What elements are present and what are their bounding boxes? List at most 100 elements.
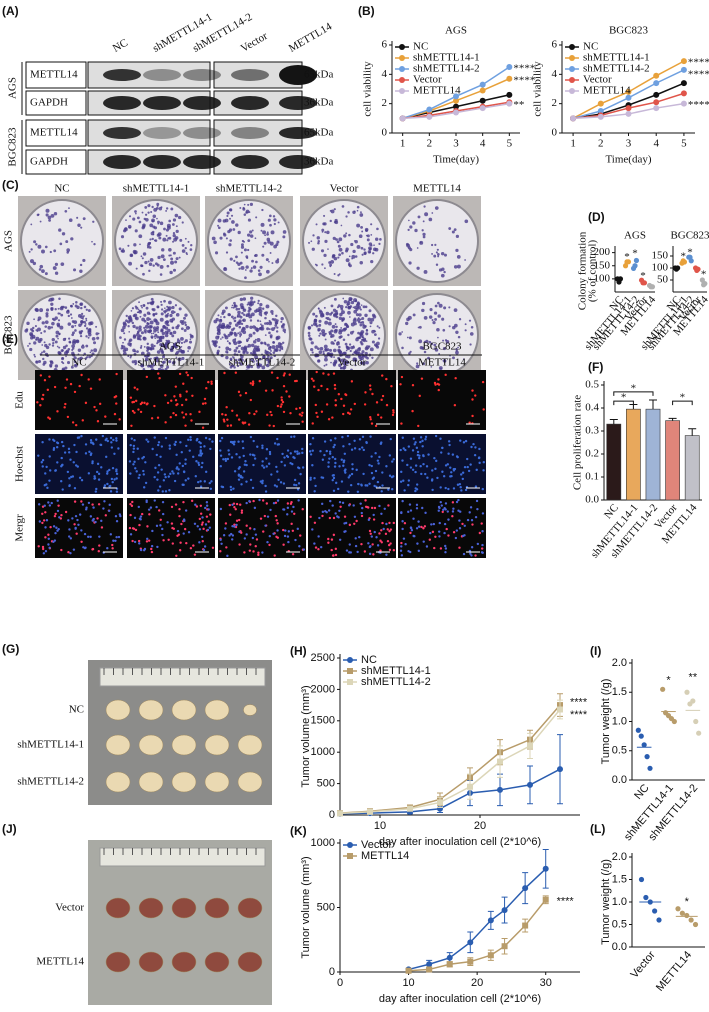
colony [310,347,314,352]
nucleus [373,530,376,534]
colony [347,211,350,214]
colony [122,321,127,326]
colony [330,209,335,214]
nucleus [463,524,466,527]
nucleus [81,503,85,506]
nucleus [334,399,337,402]
nucleus [265,448,269,451]
colony [83,324,87,328]
nucleus [48,479,51,482]
colony [330,311,334,314]
y-tick-label: 0.2 [585,448,599,460]
colony [161,248,165,252]
nucleus [360,484,363,487]
row-label: shMETTL14-2 [17,776,84,788]
nucleus [312,379,315,382]
annotation: ** [689,672,698,684]
nucleus [71,475,75,478]
colony [318,350,323,355]
nucleus [321,510,325,514]
nucleus [187,438,190,441]
colony [45,314,49,318]
colony [216,331,221,336]
nucleus [451,510,455,513]
nucleus [94,520,97,524]
nucleus [369,415,372,419]
colony [90,349,94,352]
colony [333,297,337,301]
colony [341,251,344,255]
nucleus [320,384,323,388]
nucleus [195,439,199,442]
nucleus [240,483,243,486]
nucleus [240,531,243,534]
colony [434,317,437,321]
colony [146,349,149,352]
nucleus [317,388,320,392]
nucleus [331,478,334,482]
colony [221,336,224,339]
nucleus [129,396,133,399]
colony [260,342,263,345]
row-label: Mergr [14,514,26,542]
colony [29,259,34,264]
colony [168,254,171,257]
colony [176,350,180,354]
colony [372,252,375,255]
nucleus [77,523,80,526]
colony [361,230,364,233]
nucleus [361,506,364,510]
nucleus [164,475,167,479]
nucleus [389,437,392,441]
bar [645,408,661,501]
colony [34,325,37,328]
colony [269,223,272,227]
nucleus [292,505,295,509]
nucleus [155,453,158,457]
colony [185,325,190,330]
nucleus [176,402,179,406]
colony [352,346,355,349]
nucleus [245,463,248,467]
nucleus [406,463,409,467]
nucleus [327,461,330,464]
nucleus [378,455,381,459]
nucleus [290,435,293,439]
nucleus [458,546,461,549]
marker [487,917,494,924]
nucleus [385,403,389,407]
colony [136,216,140,220]
y-tick-label: 0.5 [585,379,599,391]
colony [268,328,271,331]
colony [247,337,251,340]
size-label: 65kDa [304,69,333,81]
nucleus [455,529,459,532]
colony [180,341,183,345]
colony [50,307,53,310]
colony [370,260,374,264]
marker [479,81,486,88]
error-bar [649,399,657,410]
nucleus [311,422,314,425]
colony [189,338,192,341]
marker [653,99,660,106]
legend-label: METTL14 [413,85,461,97]
colony [259,302,263,307]
nucleus [229,513,232,516]
nucleus [334,547,338,551]
nucleus [169,416,172,419]
nucleus [444,464,448,467]
colony [68,337,71,340]
colony [142,225,146,229]
nucleus [106,470,109,473]
colony [312,234,315,237]
nucleus [268,450,272,454]
colony [174,311,176,313]
colony [153,335,156,338]
colony [434,304,438,308]
colony [139,243,141,246]
colony [28,342,31,345]
nucleus [52,448,56,452]
nucleus [232,487,235,490]
colony [244,360,247,363]
